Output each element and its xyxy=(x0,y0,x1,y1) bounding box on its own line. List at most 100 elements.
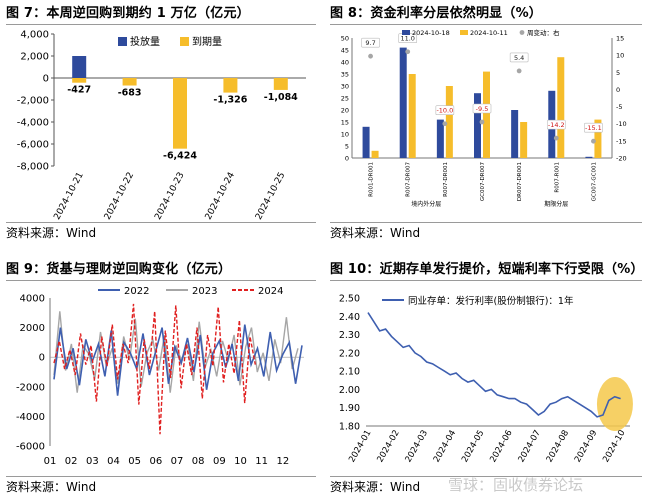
fig8-legend-label-20241011: 2024-10-11 xyxy=(470,29,508,37)
fig9-legend-label-2023: 2023 xyxy=(192,286,217,297)
fig7-x-tick-label: 2024-10-25 xyxy=(254,171,287,222)
fig8-x-tick-label: R001-DR001 xyxy=(369,162,375,197)
fig7-title: 图 7：本周逆回购到期约 1 万亿（亿元） xyxy=(6,6,250,21)
fig9-rule-bottom xyxy=(6,476,316,477)
fig8-point-label: 9.7 xyxy=(365,39,375,47)
fig9-series-line-2022 xyxy=(53,324,303,396)
fig8-point-label-box xyxy=(435,105,455,116)
fig8-weekly-change-point xyxy=(368,53,373,59)
fig8-y-tick-label-left: 40 xyxy=(341,59,349,67)
fig7-legend-label-injection: 投放量 xyxy=(130,35,160,48)
fig8-legend-label-20241018: 2024-10-18 xyxy=(412,29,450,37)
fig8-y-tick-label-left: 45 xyxy=(341,47,349,55)
fig8-point-label: 5.4 xyxy=(514,54,524,62)
fig8-y-tick-label-left: 50 xyxy=(341,35,349,43)
fig7-bar-maturity xyxy=(72,78,87,83)
fig7-x-tick-label: 2024-10-24 xyxy=(204,170,238,221)
panel-fig7: 图 7：本周逆回购到期约 1 万亿（亿元） 4,000 2,000 0 -2,000 -… xyxy=(6,2,316,240)
fig10-x-tick-label: 2024-08 xyxy=(545,429,571,465)
fig10-y-tick-label: 2.50 xyxy=(339,294,360,305)
fig9-x-tick-label: 04 xyxy=(107,456,120,467)
fig9-y-tick-label: 4000 xyxy=(20,294,45,305)
fig10-x-tick-label: 2024-04 xyxy=(432,429,458,465)
fig8-y-tick-label-right: -20 xyxy=(616,155,627,163)
fig8-group-label: 期限分层 xyxy=(544,200,568,208)
fig8-bar-20241018 xyxy=(585,156,593,158)
fig7-x-tick-label: 2024-10-23 xyxy=(153,171,186,222)
fig9-x-tick-label: 06 xyxy=(149,456,162,467)
fig8-point-label-box xyxy=(361,37,380,48)
fig8-x-tick-label: R007-DR007 xyxy=(406,162,412,197)
fig8-legend-swatch-20241011 xyxy=(460,30,468,35)
fig8-rule-bottom xyxy=(330,222,642,223)
fig8-y-tick-label-left: 25 xyxy=(341,95,349,103)
panel-fig10: 图 10：近期存单发行提价，短端利率下行受限（%） 2.50 2.40 2.30 2.… xyxy=(330,258,643,500)
fig8-x-tick-label: GC007-DR007 xyxy=(480,162,486,202)
fig8-y-tick-label-right: 5 xyxy=(616,69,620,77)
fig8-y-tick-label-right: 10 xyxy=(616,52,624,60)
panel-fig9: 图 9：货基与理财逆回购变化（亿元） 4000 2000 0 -2000 -4000 -6… xyxy=(6,258,316,500)
fig8-point-label: -14.2 xyxy=(548,121,565,129)
fig7-data-label: -683 xyxy=(118,88,142,99)
fig7-data-label: -1,084 xyxy=(264,92,298,103)
fig8-x-tick-label: GC007-GC001 xyxy=(591,162,597,201)
fig10-x-tick-label: 2024-07 xyxy=(517,429,543,465)
fig9-x-tick-label: 02 xyxy=(65,456,78,467)
fig8-legend-swatch-20241018 xyxy=(402,30,410,35)
fig9-rule-top xyxy=(6,280,316,281)
fig10-x-tick-label: 2024-09 xyxy=(573,429,599,465)
fig8-weekly-change-point xyxy=(479,119,485,125)
fig8-y-tick-label-right: -15 xyxy=(616,137,627,145)
fig9-y-tick-label: -6000 xyxy=(16,442,45,453)
fig10-x-tick-label: 2024-05 xyxy=(460,429,486,465)
fig9-x-tick-label: 08 xyxy=(192,456,205,467)
fig8-legend-label-weekly-change: 周变动：右 xyxy=(527,28,560,37)
fig10-legend-label: 同业存单：发行利率(股份制银行)：1年 xyxy=(408,295,574,307)
fig9-title: 图 9：货基与理财逆回购变化（亿元） xyxy=(6,262,232,277)
fig8-y-tick-label-left: 5 xyxy=(345,143,349,151)
fig7-y-tick-label: -4,000 xyxy=(17,118,49,129)
fig9-x-tick-label: 03 xyxy=(86,456,99,467)
fig8-weekly-change-point xyxy=(553,135,559,141)
fig9-y-tick-label: 0 xyxy=(39,353,45,364)
fig8-bar-20241018 xyxy=(362,126,370,158)
fig7-data-label: -1,326 xyxy=(213,95,247,106)
fig7-legend-swatch-maturity xyxy=(180,37,189,46)
fig9-y-tick-label: -4000 xyxy=(16,412,45,423)
fig8-bar-20241011 xyxy=(371,150,379,158)
fig8-point-label: -10.0 xyxy=(436,107,453,115)
fig8-y-tick-label-right: -5 xyxy=(616,103,622,111)
fig8-weekly-change-point xyxy=(442,121,448,127)
fig8-bar-20241011 xyxy=(408,74,416,158)
fig8-title: 图 8：资金利率分层依然明显（%） xyxy=(330,6,542,21)
fig8-chart: 50454035302520151050151050-5-10-15-209.7… xyxy=(341,28,627,208)
fig10-y-tick-label: 1.90 xyxy=(339,403,360,414)
fig7-y-tick-label: 4,000 xyxy=(20,30,49,41)
fig8-point-label-box xyxy=(546,119,566,130)
fig8-bar-20241011 xyxy=(520,122,528,158)
fig10-y-tick-label: 2.10 xyxy=(339,367,360,378)
fig7-bar-maturity xyxy=(273,78,288,90)
fig9-x-tick-label: 09 xyxy=(213,456,226,467)
fig9-x-tick-label: 07 xyxy=(171,456,184,467)
fig8-bar-20241018 xyxy=(474,93,481,158)
fig8-bar-20241011 xyxy=(483,71,490,158)
fig8-bar-20241011 xyxy=(594,119,602,158)
fig8-y-tick-label-left: 0 xyxy=(345,155,349,163)
fig8-point-label: -15.1 xyxy=(585,124,602,132)
fig7-data-label: -427 xyxy=(67,85,91,96)
fig9-y-tick-label: -2000 xyxy=(16,382,45,393)
fig8-bar-20241011 xyxy=(445,86,453,158)
fig8-point-label-box xyxy=(509,52,529,63)
fig10-x-tick-label: 2024-03 xyxy=(404,429,430,465)
fig8-group-label: 境内外分层 xyxy=(411,200,441,208)
fig8-weekly-change-point xyxy=(405,49,411,55)
fig9-source: 资料来源：Wind xyxy=(6,480,97,494)
fig8-y-tick-label-left: 15 xyxy=(341,119,349,127)
fig7-y-tick-label: 2,000 xyxy=(20,52,49,63)
fig8-rule-top xyxy=(330,24,642,25)
fig10-x-tick-label: 2024-01 xyxy=(347,429,373,465)
fig9-y-tick-label: 2000 xyxy=(20,323,45,334)
fig7-rule-bottom xyxy=(6,222,316,223)
